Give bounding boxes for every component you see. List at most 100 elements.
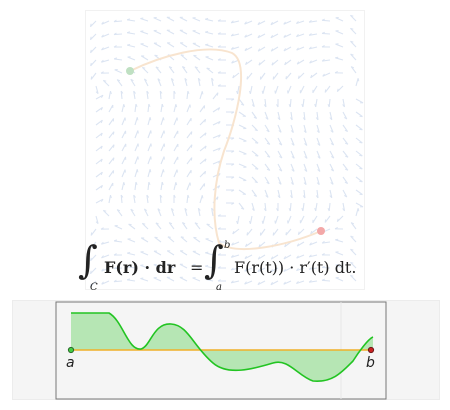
field-arrow	[133, 195, 136, 204]
field-arrow-head	[245, 61, 248, 65]
field-arrow-head	[100, 241, 104, 245]
field-arrow-head	[308, 279, 312, 283]
field-arrow	[154, 236, 162, 243]
start-point-icon[interactable]	[126, 67, 134, 75]
field-arrow-head	[257, 256, 261, 260]
field-arrow	[302, 98, 305, 107]
field-arrow-head	[344, 168, 349, 171]
field-arrow-head	[113, 57, 118, 60]
rhs-upper-limit: b	[224, 240, 231, 251]
field-arrow	[290, 111, 293, 120]
field-arrow-head	[344, 194, 348, 198]
field-arrow-head	[198, 207, 201, 211]
field-arrow-head	[265, 195, 269, 198]
field-arrow	[134, 130, 139, 139]
field-arrow-head	[169, 222, 173, 225]
field-arrow-head	[217, 71, 221, 74]
field-arrow-head	[263, 208, 267, 212]
path-curve-c	[129, 48, 322, 250]
field-arrow	[140, 30, 149, 35]
field-arrow-head	[110, 90, 112, 95]
field-arrow	[277, 111, 281, 120]
field-arrow-head	[270, 48, 274, 52]
field-arrow	[160, 143, 165, 152]
field-arrow	[186, 169, 192, 178]
field-arrow	[350, 248, 357, 256]
field-arrow-head	[270, 281, 274, 285]
field-arrow	[290, 163, 295, 172]
field-arrow	[238, 150, 247, 155]
field-arrow	[350, 66, 357, 74]
end-marker-icon[interactable]	[367, 346, 375, 354]
field-arrow	[309, 280, 318, 283]
field-arrow	[159, 90, 162, 100]
field-arrow	[297, 228, 305, 235]
field-arrow	[160, 130, 165, 139]
field-arrow	[168, 222, 175, 230]
field-arrow	[155, 222, 162, 230]
field-arrow	[316, 150, 321, 159]
field-arrow-head	[206, 223, 210, 226]
field-arrow	[143, 208, 149, 217]
field-arrow	[296, 254, 305, 259]
field-arrow-head	[187, 194, 190, 198]
field-arrow-head	[257, 281, 261, 285]
field-arrow	[211, 78, 214, 87]
field-arrow-head	[308, 33, 312, 36]
field-arrow-head	[140, 17, 144, 19]
field-arrow-head	[249, 90, 251, 94]
field-arrow-head	[279, 155, 283, 159]
field-arrow-head	[315, 195, 319, 199]
field-arrow	[101, 280, 110, 285]
field-arrow-head	[146, 194, 150, 198]
field-arrow	[350, 222, 357, 230]
field-arrow	[168, 66, 175, 74]
start-marker-icon[interactable]	[67, 346, 75, 354]
field-arrow-head	[327, 208, 330, 212]
field-arrow-head	[316, 182, 320, 186]
field-arrow-head	[231, 111, 235, 114]
field-arrow-head	[240, 103, 245, 106]
field-arrow-head	[161, 103, 164, 108]
field-arrow-head	[218, 147, 221, 151]
field-arrow-head	[100, 185, 103, 189]
field-arrow	[246, 228, 253, 236]
field-arrow	[259, 72, 266, 80]
field-arrow	[102, 210, 110, 217]
field-arrow-head	[288, 208, 291, 212]
field-arrow-head	[359, 154, 363, 157]
field-arrow	[310, 228, 318, 235]
field-arrow	[251, 111, 258, 119]
field-arrow-head	[230, 33, 234, 37]
field-arrow-head	[257, 48, 261, 52]
field-arrow-head	[283, 21, 286, 25]
field-arrow	[231, 241, 240, 246]
field-arrow-head	[231, 176, 235, 179]
field-arrow-head	[127, 251, 131, 254]
field-arrow-head	[103, 209, 107, 212]
field-arrow	[296, 267, 305, 272]
field-arrow-head	[309, 242, 312, 246]
field-arrow-head	[285, 232, 287, 236]
field-arrow-head	[335, 238, 339, 241]
field-arrow	[321, 32, 331, 35]
field-arrow	[321, 279, 331, 282]
field-arrow	[108, 170, 115, 178]
field-arrow-head	[90, 244, 92, 249]
field-arrow	[231, 33, 240, 37]
field-arrow-head	[244, 34, 247, 38]
field-arrow	[335, 264, 344, 269]
field-arrow-head	[359, 141, 363, 144]
end-point-icon[interactable]	[317, 227, 325, 235]
field-arrow-head	[296, 255, 299, 259]
field-arrow-head	[334, 226, 338, 230]
rhs-lower-limit: a	[216, 282, 222, 293]
field-arrow	[244, 280, 253, 285]
field-arrow	[101, 33, 110, 38]
field-arrow-head	[345, 155, 349, 158]
field-arrow	[155, 66, 162, 74]
field-arrow-head	[149, 117, 152, 121]
field-arrow	[355, 78, 359, 87]
field-arrow-head	[184, 207, 188, 211]
field-arrow-head	[253, 116, 257, 119]
